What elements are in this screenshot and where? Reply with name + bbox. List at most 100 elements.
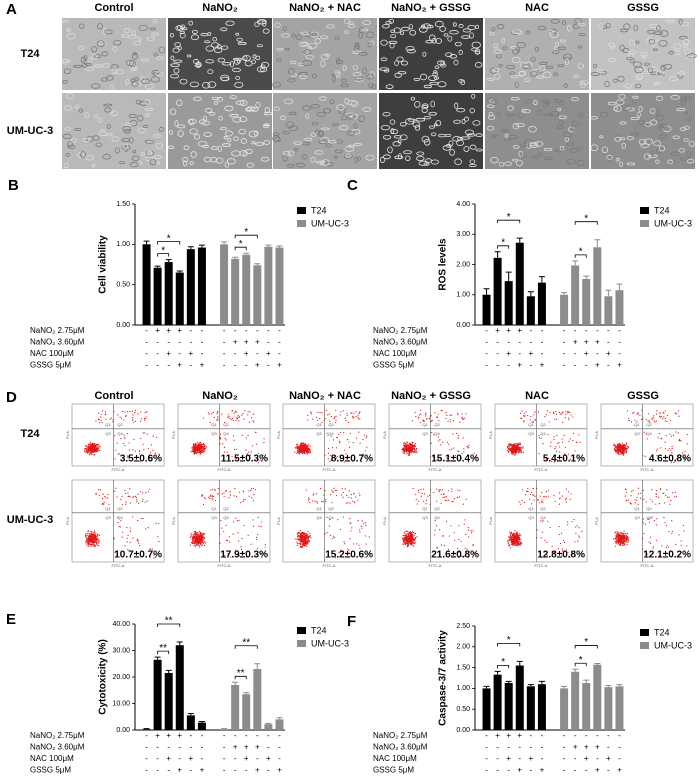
event-dot (533, 494, 535, 496)
cell (190, 151, 197, 158)
event-dot (411, 449, 413, 451)
cell (434, 65, 440, 69)
event-dot (301, 541, 304, 543)
event-dot (545, 414, 547, 416)
cell (570, 120, 580, 126)
y-axis-label: PI-A (382, 431, 387, 439)
event-dot (541, 531, 544, 533)
event-dot (197, 447, 199, 450)
event-dot (257, 452, 259, 455)
event-dot (548, 421, 550, 423)
cell (486, 78, 495, 82)
event-dot (298, 450, 300, 452)
event-dot (547, 489, 549, 492)
event-dot (223, 531, 225, 533)
event-dot (403, 445, 406, 447)
cell (647, 29, 656, 34)
cell (428, 125, 435, 129)
event-dot (463, 448, 465, 450)
cell (418, 26, 428, 33)
event-dot (304, 446, 307, 448)
event-dot (296, 445, 298, 447)
event-dot (203, 541, 206, 543)
event-dot (191, 541, 194, 543)
event-dot (95, 447, 97, 449)
event-dot (559, 497, 561, 499)
event-dot (238, 491, 240, 493)
cell (665, 19, 675, 23)
cell (599, 111, 608, 118)
event-dot (89, 540, 91, 542)
cell (132, 64, 137, 70)
event-dot (348, 446, 351, 448)
event-dot (88, 447, 90, 449)
column-header: Control (94, 390, 133, 402)
event-dot (140, 437, 142, 440)
event-dot (308, 498, 310, 500)
cell (428, 34, 436, 42)
cell (128, 136, 134, 144)
cell (283, 98, 294, 105)
event-dot (461, 413, 463, 415)
event-dot (143, 449, 145, 451)
event-dot (366, 435, 368, 437)
event-dot (96, 536, 98, 538)
cell (429, 81, 439, 85)
cell (179, 30, 185, 34)
event-dot (357, 416, 359, 418)
event-dot (231, 455, 233, 458)
cell (344, 98, 350, 105)
event-dot (429, 494, 431, 497)
cell (353, 143, 363, 147)
cell (505, 113, 515, 117)
event-dot (304, 541, 307, 543)
event-dot (98, 534, 101, 537)
event-dot (410, 445, 413, 448)
cell (149, 159, 157, 166)
quadrant-label: Q4 (434, 515, 440, 520)
cell (399, 31, 404, 36)
event-dot (409, 533, 411, 535)
event-dot (317, 411, 319, 413)
event-dot (94, 454, 96, 456)
event-dot (97, 449, 99, 451)
event-dot (202, 447, 204, 449)
cell (656, 25, 661, 32)
cell (627, 50, 636, 55)
cell (685, 117, 693, 122)
cell (635, 40, 640, 44)
cell (139, 100, 149, 106)
event-dot (326, 531, 328, 534)
event-dot (415, 450, 418, 453)
event-dot (193, 446, 195, 449)
event-dot (234, 488, 236, 490)
event-dot (91, 449, 93, 451)
event-dot (223, 492, 225, 494)
event-dot (471, 532, 473, 534)
cell (96, 40, 105, 47)
event-dot (252, 445, 254, 447)
event-dot (97, 540, 99, 542)
cell (423, 162, 430, 166)
event-dot (85, 448, 87, 450)
event-dot (321, 412, 323, 414)
event-dot (359, 411, 361, 413)
event-dot (235, 517, 237, 519)
event-dot (144, 417, 146, 420)
event-dot (565, 501, 567, 503)
event-dot (96, 448, 98, 451)
event-dot (627, 446, 629, 448)
cell (61, 59, 71, 63)
event-dot (191, 449, 193, 451)
cell (285, 121, 295, 129)
cell (263, 123, 271, 127)
cell (518, 71, 525, 78)
event-dot (515, 535, 518, 538)
event-dot (107, 494, 109, 496)
cell (109, 110, 118, 117)
quadrant-label: Q2 (117, 506, 123, 511)
cell (262, 28, 270, 34)
event-dot (126, 433, 129, 435)
percentage: 15.2±0.6% (325, 550, 373, 561)
